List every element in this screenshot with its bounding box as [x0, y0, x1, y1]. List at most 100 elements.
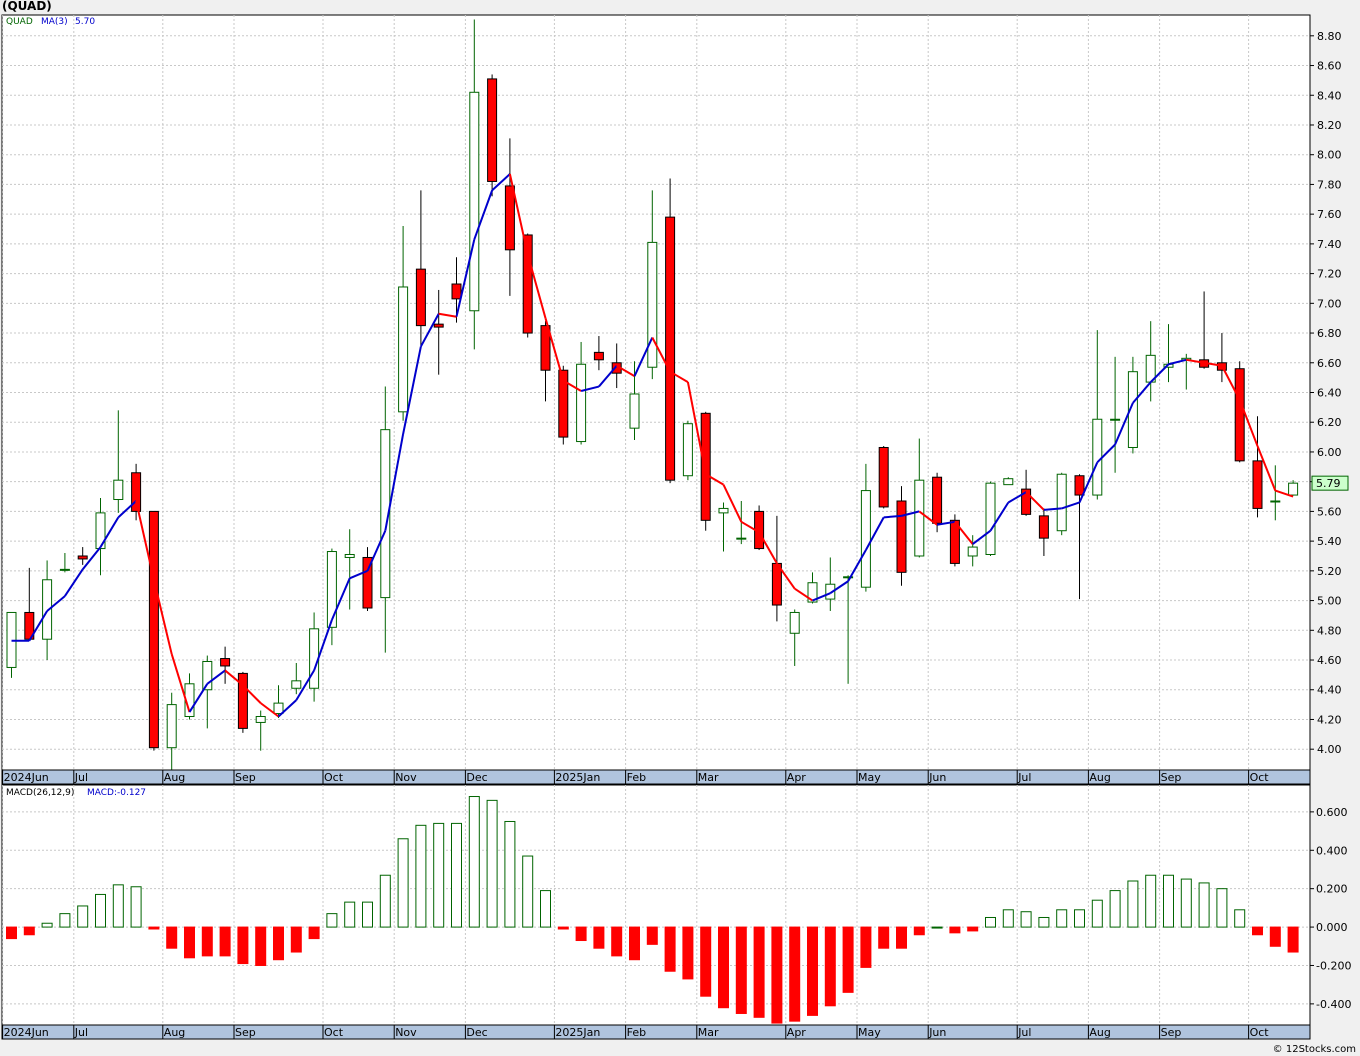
macd-bar [1109, 890, 1121, 928]
price-y-tick-label: 4.40 [1317, 684, 1342, 697]
macd-bar [1163, 874, 1174, 928]
x-axis-label: Aug [1089, 771, 1110, 784]
candle-body [487, 78, 498, 182]
macd-bar [629, 926, 640, 961]
x-axis-label: Sep [1161, 1026, 1182, 1039]
candle-body [949, 519, 960, 564]
price-y-tick-label: 5.00 [1317, 595, 1342, 608]
ma-line-segment [224, 669, 244, 687]
macd-bar [824, 926, 836, 1007]
x-axis-label: Apr [787, 1026, 807, 1039]
candle-body [914, 479, 925, 557]
candle-body [77, 555, 88, 560]
ma-line-segment [722, 484, 743, 523]
candle-body [593, 351, 604, 361]
ma-line-segment [847, 549, 867, 582]
x-axis-label: 2025Jan [555, 771, 600, 784]
ma-line-segment [473, 190, 494, 240]
macd-bar [201, 926, 213, 957]
ma-line-segment [1132, 381, 1152, 404]
ma-line-segment [260, 702, 280, 718]
x-axis-label: Nov [395, 1026, 417, 1039]
macd-bar [290, 926, 302, 953]
price-y-tick-label: 4.00 [1317, 743, 1342, 756]
macd-bar [23, 926, 35, 936]
macd-bar [789, 926, 801, 1022]
x-axis-label: Dec [466, 1026, 487, 1039]
candle-body [255, 715, 266, 723]
macd-bar [59, 913, 71, 928]
candle-body [860, 490, 871, 588]
x-axis-label: 2024Jun [4, 1026, 49, 1039]
macd-bar [1056, 909, 1068, 928]
macd-bar [95, 893, 106, 928]
ma-line-segment [295, 669, 315, 701]
candle-body [326, 551, 337, 628]
ma-line-segment [633, 337, 654, 377]
macd-bar [433, 822, 445, 928]
macd-bar [1252, 926, 1263, 936]
ma-line-segment [705, 473, 725, 486]
ma-line-segment [740, 520, 760, 534]
macd-bar [1038, 916, 1050, 928]
candle-body [771, 562, 782, 606]
ma-line-segment [954, 521, 974, 545]
ma-line-segment [1007, 491, 1027, 504]
x-axis-label: Sep [235, 1026, 256, 1039]
price-y-tick-label: 4.20 [1317, 713, 1342, 726]
x-axis-label: Mar [698, 1026, 719, 1039]
candle-body [362, 556, 373, 609]
x-axis-label: Mar [698, 771, 719, 784]
candle-body [540, 325, 551, 371]
ma-line-segment [1186, 358, 1205, 364]
ma-line-segment [330, 577, 351, 621]
price-y-tick-label: 6.60 [1317, 357, 1342, 370]
candle-body [398, 286, 409, 413]
macd-bar [575, 926, 587, 942]
macd-bar [771, 926, 783, 1024]
ma-line-segment [438, 312, 457, 318]
macd-bar [1287, 926, 1299, 953]
legend-ma-value: 5.70 [75, 17, 95, 27]
price-y-tick-label: 5.40 [1317, 535, 1342, 548]
macd-bar [237, 926, 249, 965]
candle-body [967, 546, 978, 557]
macd-bar [273, 926, 284, 961]
ma-line-segment [989, 501, 1010, 532]
x-axis-label: Sep [235, 771, 256, 784]
ma-line-segment [598, 365, 618, 388]
candle-body [1181, 357, 1192, 361]
ma-line-segment [972, 529, 992, 545]
x-axis-label: Aug [1089, 1026, 1110, 1039]
candle-body [1003, 478, 1014, 486]
macd-bar [379, 874, 391, 928]
ma-line-segment [1096, 443, 1116, 464]
ma-line-segment [686, 381, 707, 475]
candle-body [433, 323, 444, 328]
ma-line-segment [1256, 445, 1277, 491]
macd-bar [1145, 874, 1157, 928]
x-axis-label: Jul [74, 771, 88, 784]
candle-body [469, 91, 480, 312]
last-price-box [1311, 475, 1349, 491]
candle-body [558, 369, 569, 438]
x-axis-label: May [858, 771, 881, 784]
ma-line-segment [313, 619, 333, 671]
macd-bar [967, 926, 979, 932]
ma-line-segment [402, 346, 422, 435]
macd-bar [219, 926, 231, 957]
x-axis-label: Feb [627, 1026, 646, 1039]
ma-line-segment [99, 516, 120, 548]
site-credit: © 12Stocks.com [1272, 1044, 1356, 1055]
candle-body [1092, 418, 1103, 496]
macd-bar [397, 838, 409, 928]
price-x-axis-band [1, 769, 1311, 785]
ma-line-segment [526, 254, 547, 319]
macd-bar [753, 926, 765, 1018]
x-axis-label: Oct [324, 771, 344, 784]
price-y-tick-label: 7.40 [1317, 238, 1342, 251]
x-axis-label: Oct [324, 1026, 344, 1039]
candle-body [1021, 488, 1032, 515]
ma-line-segment [651, 337, 671, 373]
candle-body [1252, 460, 1263, 509]
